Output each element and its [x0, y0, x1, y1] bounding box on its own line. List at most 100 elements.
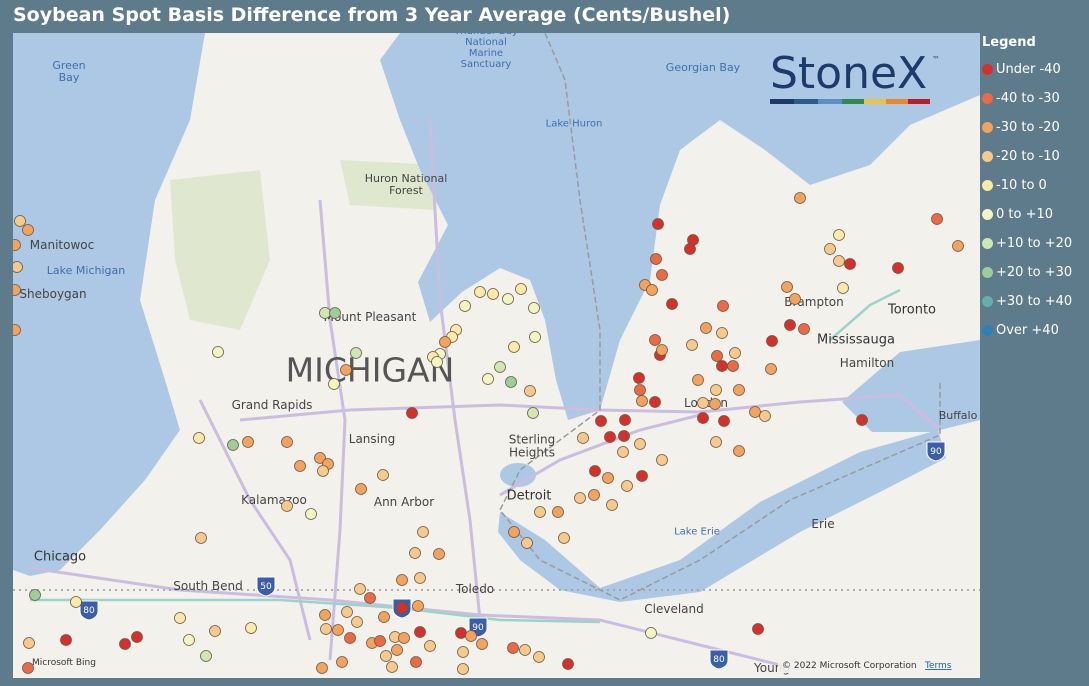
site-dot[interactable] — [119, 638, 131, 650]
site-dot[interactable] — [391, 644, 403, 656]
site-dot[interactable] — [13, 239, 21, 251]
site-dot[interactable] — [465, 630, 477, 642]
site-dot[interactable] — [23, 637, 35, 649]
site-dot[interactable] — [13, 324, 21, 336]
legend-item[interactable]: Over +40 — [982, 316, 1072, 345]
site-dot[interactable] — [558, 532, 570, 544]
legend-item[interactable]: Under -40 — [982, 55, 1072, 84]
site-dot[interactable] — [316, 662, 328, 674]
site-dot[interactable] — [652, 218, 664, 230]
site-dot[interactable] — [752, 623, 764, 635]
site-dot[interactable] — [354, 583, 366, 595]
site-dot[interactable] — [13, 284, 21, 296]
site-dot[interactable] — [619, 414, 631, 426]
site-dot[interactable] — [718, 415, 730, 427]
site-dot[interactable] — [686, 339, 698, 351]
site-dot[interactable] — [433, 548, 445, 560]
site-dot[interactable] — [329, 307, 341, 319]
site-dot[interactable] — [697, 397, 709, 409]
site-dot[interactable] — [314, 452, 326, 464]
site-dot[interactable] — [476, 638, 488, 650]
site-dot[interactable] — [636, 395, 648, 407]
site-dot[interactable] — [398, 632, 410, 644]
site-dot[interactable] — [22, 224, 34, 236]
site-dot[interactable] — [649, 396, 661, 408]
site-dot[interactable] — [521, 537, 533, 549]
site-dot[interactable] — [562, 658, 574, 670]
site-dot[interactable] — [697, 412, 709, 424]
site-dot[interactable] — [606, 499, 618, 511]
site-dot[interactable] — [621, 480, 633, 492]
site-dot[interactable] — [378, 611, 390, 623]
site-dot[interactable] — [507, 642, 519, 654]
site-dot[interactable] — [528, 302, 540, 314]
site-dot[interactable] — [709, 398, 721, 410]
site-dot[interactable] — [487, 288, 499, 300]
site-dot[interactable] — [200, 650, 212, 662]
site-dot[interactable] — [645, 627, 657, 639]
site-dot[interactable] — [406, 407, 418, 419]
site-dot[interactable] — [666, 298, 678, 310]
legend-item[interactable]: +10 to +20 — [982, 229, 1072, 258]
site-dot[interactable] — [482, 373, 494, 385]
site-dot[interactable] — [22, 662, 34, 674]
site-dot[interactable] — [844, 258, 856, 270]
site-dot[interactable] — [765, 363, 777, 375]
site-dot[interactable] — [332, 624, 344, 636]
site-dot[interactable] — [577, 432, 589, 444]
site-dot[interactable] — [209, 625, 221, 637]
site-dot[interactable] — [336, 656, 348, 668]
site-dot[interactable] — [749, 406, 761, 418]
site-dot[interactable] — [766, 335, 778, 347]
site-dot[interactable] — [319, 609, 331, 621]
site-dot[interactable] — [340, 364, 352, 376]
site-dot[interactable] — [60, 634, 72, 646]
site-dot[interactable] — [328, 378, 340, 390]
site-dot[interactable] — [431, 356, 443, 368]
site-dot[interactable] — [524, 385, 536, 397]
site-dot[interactable] — [617, 446, 629, 458]
site-dot[interactable] — [364, 592, 376, 604]
site-dot[interactable] — [414, 572, 426, 584]
site-dot[interactable] — [646, 284, 658, 296]
site-dot[interactable] — [656, 269, 668, 281]
site-dot[interactable] — [519, 644, 531, 656]
site-dot[interactable] — [634, 438, 646, 450]
site-dot[interactable] — [412, 600, 424, 612]
site-dot[interactable] — [692, 374, 704, 386]
site-dot[interactable] — [424, 640, 436, 652]
site-dot[interactable] — [294, 460, 306, 472]
site-dot[interactable] — [344, 632, 356, 644]
site-dot[interactable] — [656, 344, 668, 356]
site-dot[interactable] — [317, 465, 329, 477]
site-dot[interactable] — [494, 361, 506, 373]
site-dot[interactable] — [781, 281, 793, 293]
site-dot[interactable] — [733, 384, 745, 396]
legend-item[interactable]: -40 to -30 — [982, 84, 1072, 113]
site-dot[interactable] — [13, 261, 23, 273]
site-dot[interactable] — [759, 410, 771, 422]
legend-item[interactable]: +30 to +40 — [982, 287, 1072, 316]
site-dot[interactable] — [508, 526, 520, 538]
terms-link[interactable]: Terms — [924, 661, 952, 671]
site-dot[interactable] — [636, 470, 648, 482]
site-dot[interactable] — [227, 439, 239, 451]
site-dot[interactable] — [529, 331, 541, 343]
site-dot[interactable] — [505, 376, 517, 388]
site-dot[interactable] — [374, 635, 386, 647]
site-dot[interactable] — [833, 255, 845, 267]
site-dot[interactable] — [618, 430, 630, 442]
site-dot[interactable] — [396, 574, 408, 586]
site-dot[interactable] — [174, 612, 186, 624]
site-dot[interactable] — [794, 192, 806, 204]
site-dot[interactable] — [784, 319, 796, 331]
legend-item[interactable]: -20 to -10 — [982, 142, 1072, 171]
site-dot[interactable] — [281, 500, 293, 512]
site-dot[interactable] — [281, 436, 293, 448]
site-dot[interactable] — [604, 431, 616, 443]
site-dot[interactable] — [824, 243, 836, 255]
site-dot[interactable] — [633, 372, 645, 384]
site-dot[interactable] — [733, 445, 745, 457]
site-dot[interactable] — [410, 656, 422, 668]
site-dot[interactable] — [534, 506, 546, 518]
